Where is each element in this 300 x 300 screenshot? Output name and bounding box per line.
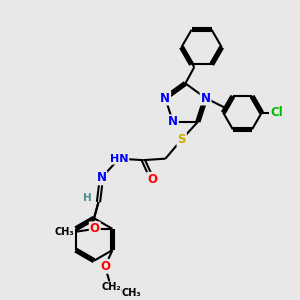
Text: N: N	[160, 92, 170, 105]
Text: HN: HN	[110, 154, 128, 164]
Text: O: O	[100, 260, 110, 273]
Text: CH₂: CH₂	[101, 282, 121, 292]
Text: N: N	[168, 115, 178, 128]
Text: CH₃: CH₃	[122, 288, 141, 298]
Text: N: N	[201, 92, 211, 105]
Text: O: O	[147, 173, 157, 186]
Text: Cl: Cl	[270, 106, 283, 119]
Text: O: O	[90, 222, 100, 236]
Text: N: N	[96, 171, 106, 184]
Text: S: S	[177, 133, 186, 146]
Text: H: H	[83, 193, 92, 202]
Text: CH₃: CH₃	[55, 227, 74, 237]
